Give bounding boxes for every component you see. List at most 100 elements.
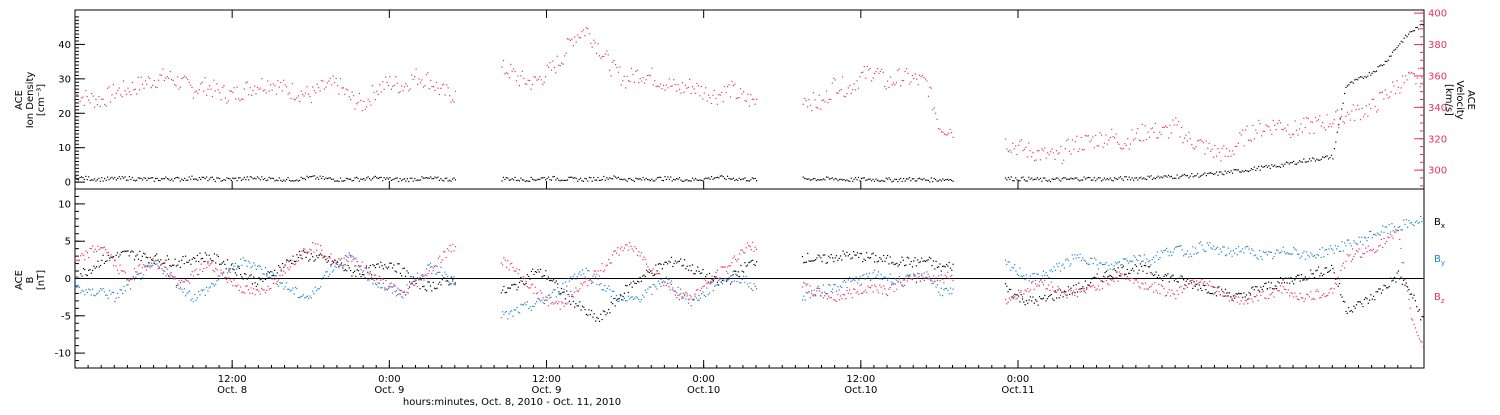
bz-point	[236, 285, 238, 288]
bx-point	[733, 270, 735, 272]
velocity-point	[555, 72, 557, 74]
plasma-ytick-left-label: 0	[65, 178, 71, 189]
bx-point	[386, 267, 388, 269]
velocity-point	[318, 87, 320, 89]
density-point	[120, 178, 122, 180]
bz-point	[880, 286, 882, 288]
density-point	[661, 179, 663, 181]
density-point	[1322, 156, 1324, 158]
by-point	[183, 288, 185, 290]
bz-point	[934, 280, 936, 282]
velocity-point	[1317, 119, 1319, 121]
velocity-point	[140, 76, 142, 78]
bz-point	[663, 284, 665, 287]
velocity-point	[673, 79, 675, 81]
bx-point	[1116, 271, 1118, 273]
by-point	[1348, 239, 1350, 241]
bz-point	[1019, 291, 1021, 294]
by-point	[1172, 251, 1174, 253]
bx-point	[504, 292, 506, 294]
by-point	[1321, 247, 1323, 249]
bx-point	[409, 281, 411, 283]
bx-point	[824, 254, 826, 256]
bz-point	[1210, 285, 1212, 287]
bz-point	[1244, 299, 1246, 301]
bx-point	[1158, 274, 1160, 276]
by-point	[202, 290, 204, 292]
velocity-point	[1061, 162, 1063, 164]
bz-point	[1082, 288, 1084, 290]
density-point	[1239, 171, 1241, 173]
by-point	[651, 293, 653, 295]
by-point	[191, 298, 193, 300]
density-point	[223, 178, 225, 181]
velocity-point	[1274, 124, 1276, 126]
velocity-point	[949, 128, 951, 131]
velocity-point	[1118, 143, 1120, 145]
density-point	[1217, 174, 1219, 176]
bx-point	[308, 260, 310, 262]
by-point	[322, 276, 324, 278]
density-point	[322, 176, 324, 178]
bx-point	[1405, 282, 1407, 284]
by-point	[1038, 281, 1041, 283]
velocity-point	[1074, 140, 1076, 143]
bx-point	[327, 260, 329, 262]
density-point	[208, 178, 211, 180]
by-point	[913, 274, 915, 276]
velocity-point	[1314, 116, 1317, 119]
velocity-point	[655, 85, 657, 88]
density-point	[620, 178, 622, 180]
bz-point	[1328, 292, 1330, 294]
bx-point	[1413, 294, 1415, 296]
by-point	[334, 265, 336, 267]
bx-point	[344, 269, 346, 271]
density-point	[614, 176, 617, 178]
velocity-point	[921, 74, 924, 77]
velocity-point	[735, 97, 737, 99]
bz-point	[1317, 291, 1320, 293]
density-point	[1330, 154, 1333, 156]
velocity-point	[236, 86, 238, 88]
bx-point	[1063, 290, 1065, 292]
bz-point	[1116, 277, 1118, 279]
bx-point	[1097, 277, 1100, 279]
by-point	[614, 297, 616, 299]
velocity-point	[892, 82, 894, 84]
bz-point	[1151, 283, 1153, 285]
bz-point	[568, 295, 570, 297]
by-point	[1044, 275, 1046, 277]
velocity-point	[156, 86, 158, 89]
density-point	[296, 179, 298, 181]
density-point	[1351, 81, 1353, 83]
density-point	[1131, 177, 1133, 179]
by-point	[228, 268, 230, 270]
bz-point	[1037, 284, 1039, 286]
velocity-point	[740, 88, 742, 90]
velocity-point	[307, 93, 309, 95]
bz-point	[1206, 282, 1208, 284]
velocity-point	[638, 82, 640, 84]
bx-point	[186, 261, 188, 263]
bx-point	[266, 273, 268, 275]
bx-point	[1135, 265, 1138, 267]
density-point	[149, 177, 151, 180]
bz-point	[376, 279, 378, 281]
density-point	[275, 179, 277, 181]
velocity-point	[862, 71, 864, 73]
by-point	[336, 263, 339, 266]
bx-point	[424, 288, 426, 291]
velocity-point	[1233, 153, 1235, 155]
density-point	[949, 178, 951, 181]
bz-point	[753, 250, 755, 252]
bz-point	[1315, 290, 1317, 292]
bz-point	[901, 285, 903, 287]
bx-point	[429, 285, 432, 287]
density-point	[1019, 180, 1021, 182]
velocity-point	[326, 82, 328, 84]
velocity-point	[1252, 124, 1254, 127]
bz-point	[1080, 290, 1083, 293]
by-point	[906, 274, 908, 276]
velocity-point	[211, 95, 213, 98]
velocity-point	[639, 78, 641, 80]
